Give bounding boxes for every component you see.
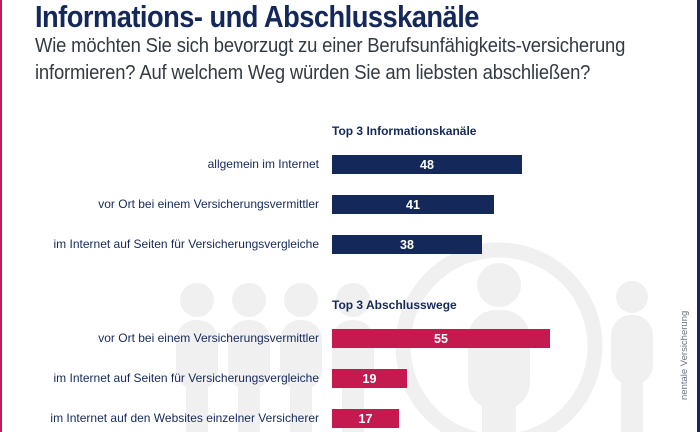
data-label: 48 [420, 157, 434, 172]
category-label: im Internet auf Seiten für Versicherungs… [53, 237, 319, 251]
person-icon [611, 281, 653, 432]
category-label: im Internet auf Seiten für Versicherungs… [53, 371, 319, 385]
bar: 17 [332, 409, 399, 428]
category-label: allgemein im Internet [207, 157, 319, 171]
data-label: 19 [362, 371, 377, 386]
section-title: Top 3 Informationskanäle [332, 124, 477, 138]
data-label: 55 [434, 331, 448, 346]
person-icon [280, 283, 322, 432]
category-label: im Internet auf den Websites einzelner V… [50, 411, 319, 425]
data-label: 17 [358, 411, 373, 426]
bar: 55 [332, 329, 550, 348]
category-label: vor Ort bei einem Versicherungsvermittle… [98, 197, 319, 211]
bar: 41 [332, 195, 494, 214]
person-icon [176, 283, 218, 432]
source-credit: nentale Versicherung [679, 310, 690, 400]
person-icon [228, 283, 270, 432]
bar: 38 [332, 235, 482, 254]
category-label: vor Ort bei einem Versicherungsvermittle… [98, 331, 319, 345]
bar: 19 [332, 369, 407, 388]
page-subtitle: Wie möchten Sie sich bevorzugt zu einer … [35, 34, 626, 84]
section-title: Top 3 Abschlusswege [332, 298, 457, 312]
data-label: 41 [406, 197, 420, 212]
page-title: Informations- und Abschlusskanäle [35, 0, 479, 34]
bar: 48 [332, 155, 522, 174]
data-label: 38 [400, 237, 414, 252]
